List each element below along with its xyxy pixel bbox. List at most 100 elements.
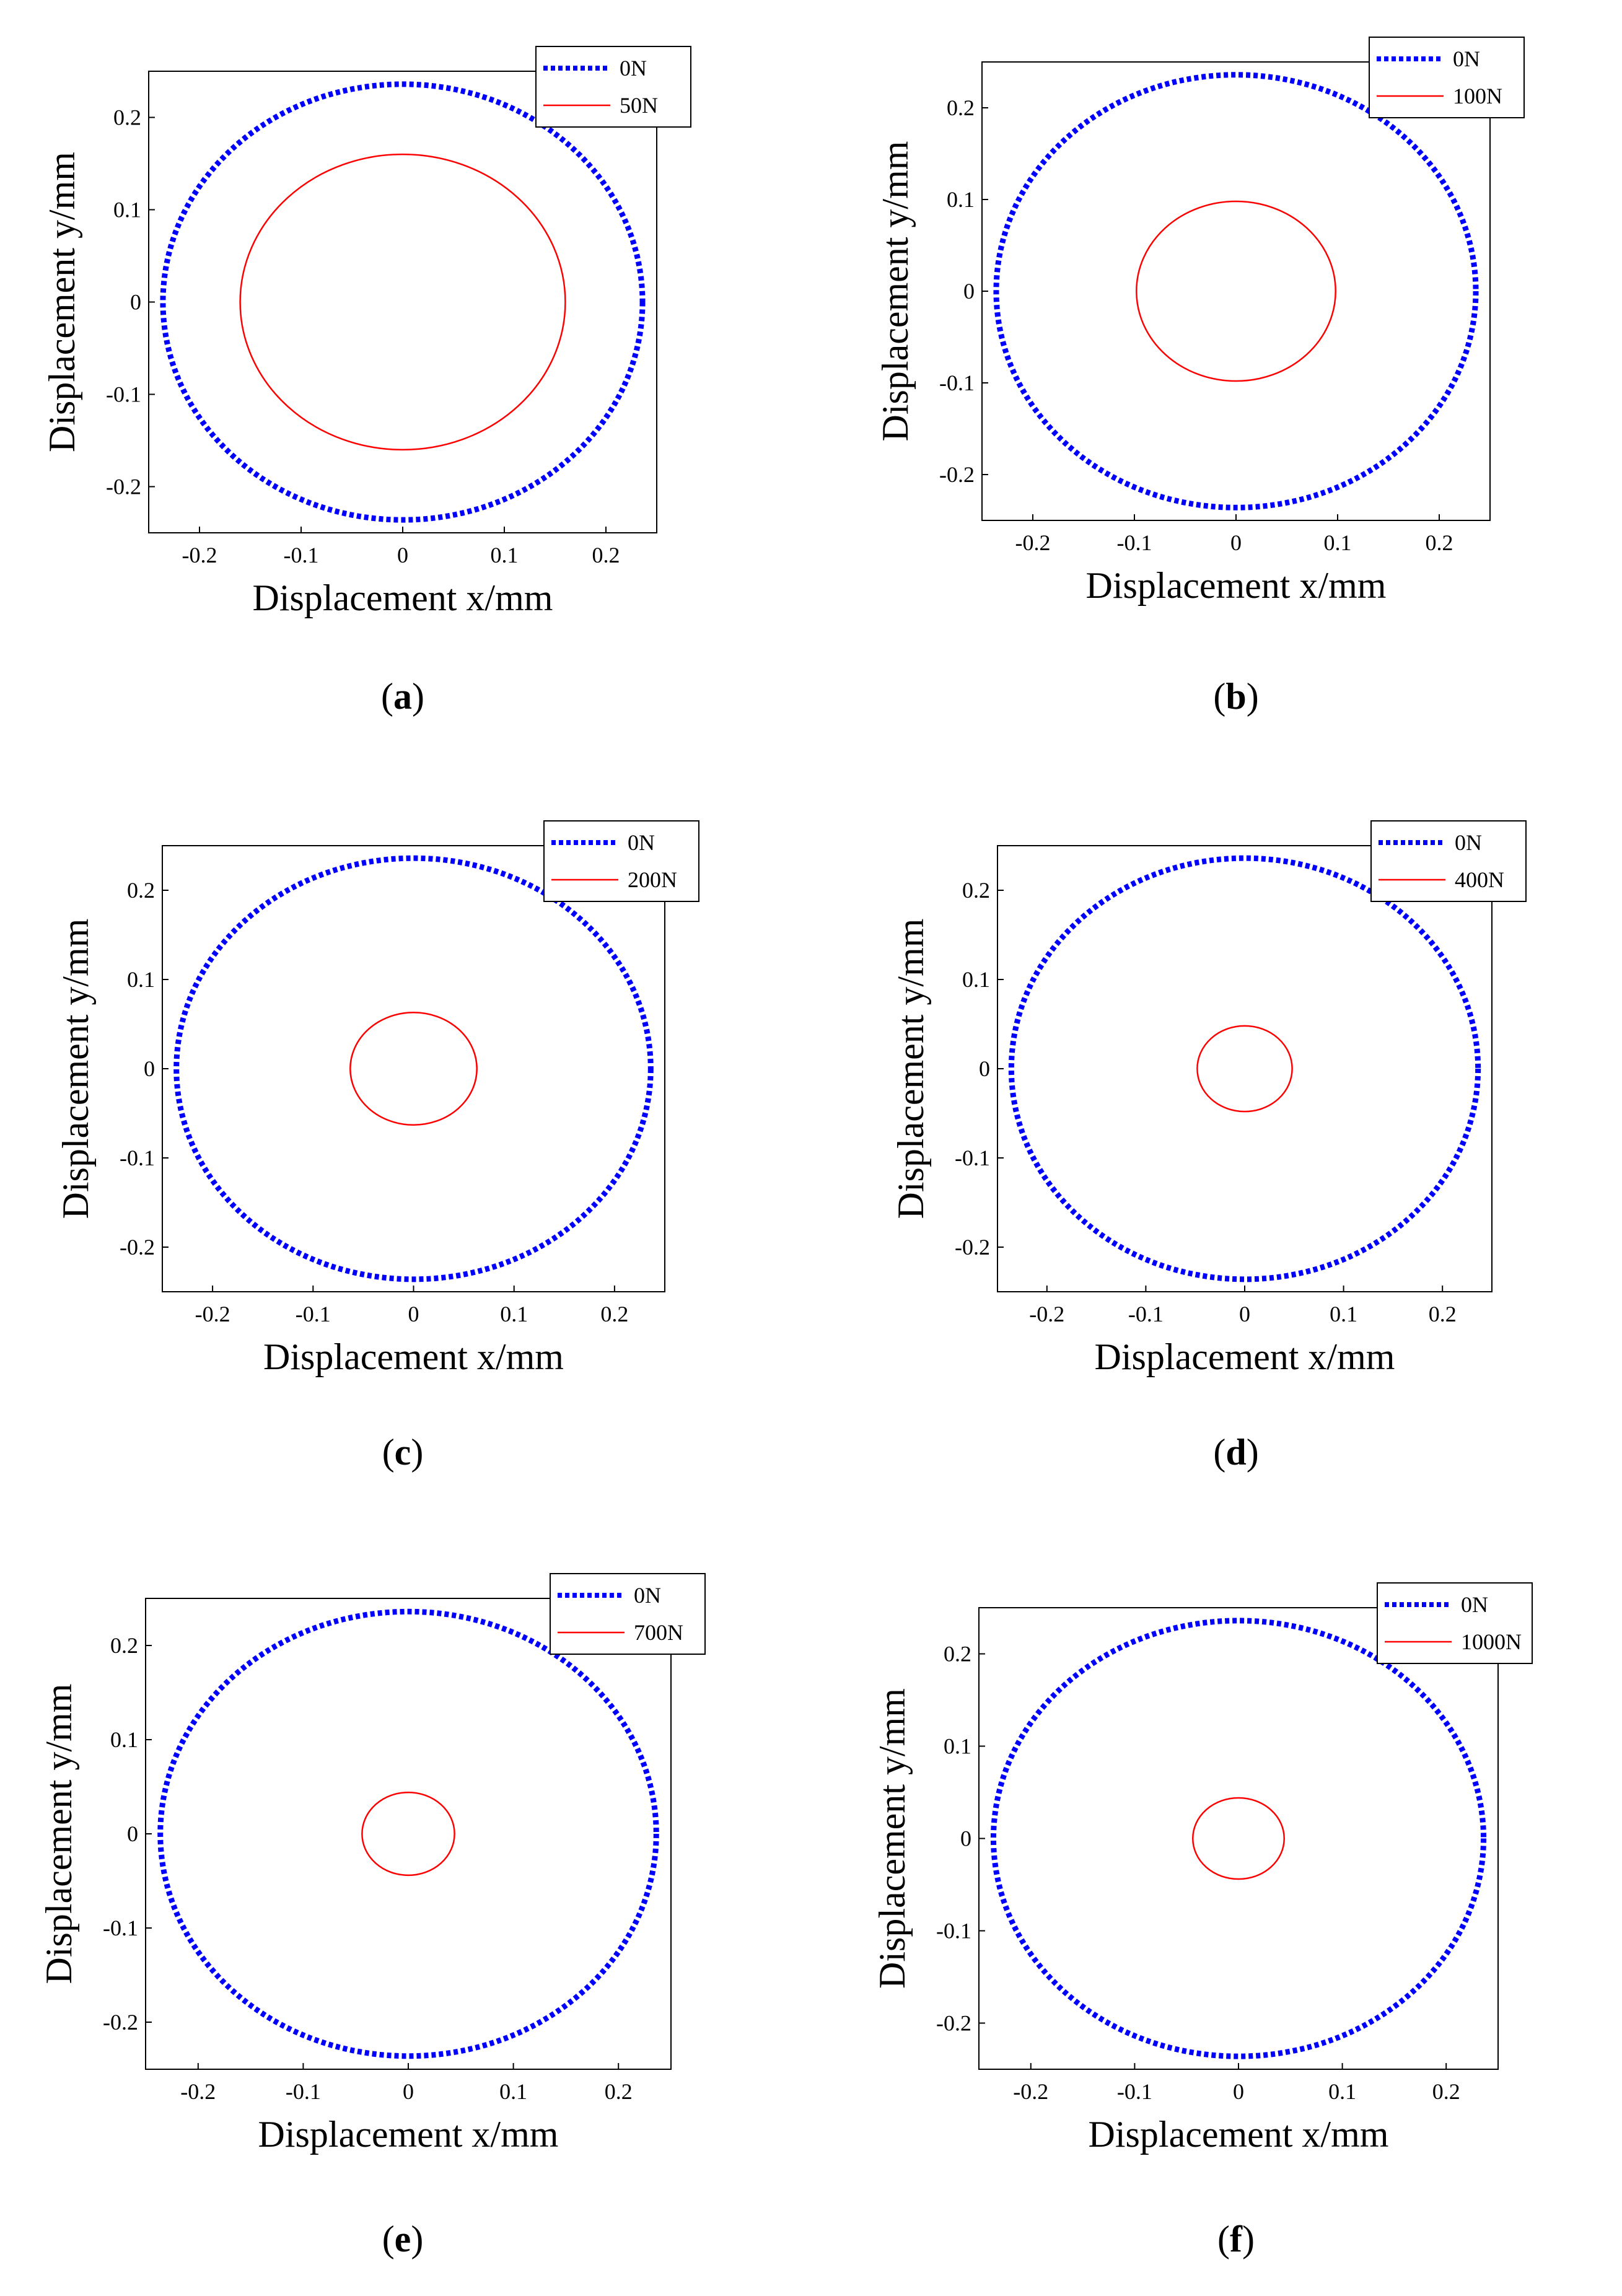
legend (1370, 820, 1527, 902)
y-tick-label: -0.2 (955, 1235, 990, 1260)
y-tick-label: 0.1 (113, 198, 141, 222)
y-tick-label: 0.2 (947, 95, 975, 120)
y-tick-label: -0.2 (106, 475, 141, 499)
y-axis-label: Displacement y/mm (872, 1688, 913, 1989)
x-tick-label: 0.2 (605, 2079, 633, 2104)
y-tick-label: 0 (963, 279, 975, 304)
legend-label: 700N (634, 1620, 683, 1645)
legend (550, 1573, 706, 1655)
legend-label: 200N (628, 867, 677, 892)
legend-label: 0N (620, 56, 647, 81)
legend (543, 820, 699, 902)
x-tick-label: -0.2 (1029, 1302, 1064, 1326)
x-tick-label: 0 (403, 2079, 414, 2104)
y-tick-label: 0 (130, 290, 141, 315)
y-tick-label: -0.1 (106, 382, 141, 407)
x-tick-label: -0.1 (296, 1302, 331, 1326)
x-tick-label: 0.1 (499, 2079, 527, 2104)
y-tick-label: -0.1 (936, 1919, 971, 1943)
x-tick-label: 0.1 (1324, 530, 1352, 555)
legend (1377, 1582, 1533, 1664)
legend (1369, 37, 1525, 118)
x-tick-label: 0 (1233, 2079, 1244, 2104)
legend-label: 400N (1455, 867, 1504, 892)
y-tick-label: 0.1 (944, 1734, 971, 1759)
y-tick-label: -0.1 (939, 370, 975, 395)
x-tick-label: -0.1 (1117, 530, 1152, 555)
panel-caption-letter: b (1225, 676, 1247, 717)
y-tick-label: 0.1 (127, 967, 155, 992)
x-tick-label: 0.2 (600, 1302, 628, 1326)
legend-label: 0N (628, 830, 655, 855)
panel-caption: (d) (1213, 1432, 1259, 1473)
x-tick-label: -0.1 (1117, 2079, 1152, 2104)
x-tick-label: 0 (408, 1302, 419, 1326)
series-curve-0N (1008, 855, 1481, 1282)
x-axis-label: Displacement x/mm (263, 1336, 564, 1377)
panel-caption-letter: c (394, 1432, 411, 1473)
panel-caption: (c) (382, 1432, 424, 1473)
panel-caption-letter: d (1225, 1432, 1247, 1473)
series-curve-400N (1196, 1025, 1293, 1113)
x-tick-label: 0 (1239, 1302, 1250, 1326)
panel-caption-letter: e (394, 2219, 411, 2259)
series-curve-0N (160, 81, 646, 523)
y-tick-label: 0 (960, 1826, 971, 1851)
series-curve-50N (239, 153, 566, 451)
x-tick-label: 0.2 (1429, 1302, 1457, 1326)
panel-caption: (b) (1213, 676, 1259, 717)
series-curve-200N (349, 1012, 478, 1126)
y-axis-label: Displacement y/mm (875, 141, 916, 442)
legend-label: 100N (1453, 84, 1502, 108)
x-tick-label: 0.2 (1426, 530, 1453, 555)
y-tick-label: -0.1 (955, 1146, 990, 1170)
y-axis-label: Displacement y/mm (38, 1684, 79, 1984)
y-tick-label: -0.2 (939, 462, 975, 487)
y-tick-label: 0 (144, 1056, 155, 1081)
panel-caption: (e) (382, 2219, 424, 2259)
y-tick-label: 0.2 (962, 878, 990, 903)
legend (535, 46, 691, 128)
x-tick-label: 0.2 (1432, 2079, 1460, 2104)
x-axis-label: Displacement x/mm (258, 2114, 559, 2155)
legend-label: 0N (1455, 830, 1482, 855)
y-tick-label: 0.1 (947, 187, 975, 212)
y-tick-label: 0.1 (962, 967, 990, 992)
x-tick-label: 0.1 (500, 1302, 528, 1326)
x-tick-label: -0.2 (182, 543, 217, 567)
x-tick-label: 0 (397, 543, 408, 567)
series-curve-1000N (1192, 1797, 1285, 1880)
legend-label: 50N (620, 93, 658, 118)
x-tick-label: -0.2 (195, 1302, 230, 1326)
panel-caption-letter: f (1230, 2219, 1242, 2259)
x-tick-label: -0.2 (180, 2079, 216, 2104)
panel-caption: (f) (1217, 2219, 1255, 2259)
x-tick-label: -0.1 (286, 2079, 321, 2104)
x-tick-label: 0 (1230, 530, 1242, 555)
x-axis-label: Displacement x/mm (1089, 2114, 1389, 2155)
y-tick-label: 0 (979, 1056, 990, 1081)
series-curve-0N (990, 1618, 1487, 2059)
series-curve-0N (157, 1608, 659, 2059)
plot-area (978, 1607, 1499, 2070)
y-tick-label: -0.1 (103, 1916, 138, 1940)
y-tick-label: -0.2 (936, 2011, 971, 2036)
y-axis-label: Displacement y/mm (890, 919, 931, 1219)
y-tick-label: -0.2 (120, 1235, 155, 1260)
legend-label: 1000N (1461, 1629, 1522, 1654)
legend-label: 0N (1461, 1592, 1488, 1617)
x-axis-label: Displacement x/mm (253, 577, 553, 618)
y-axis-label: Displacement y/mm (55, 919, 96, 1219)
series-curve-0N (993, 72, 1479, 510)
y-tick-label: 0.2 (110, 1633, 138, 1658)
